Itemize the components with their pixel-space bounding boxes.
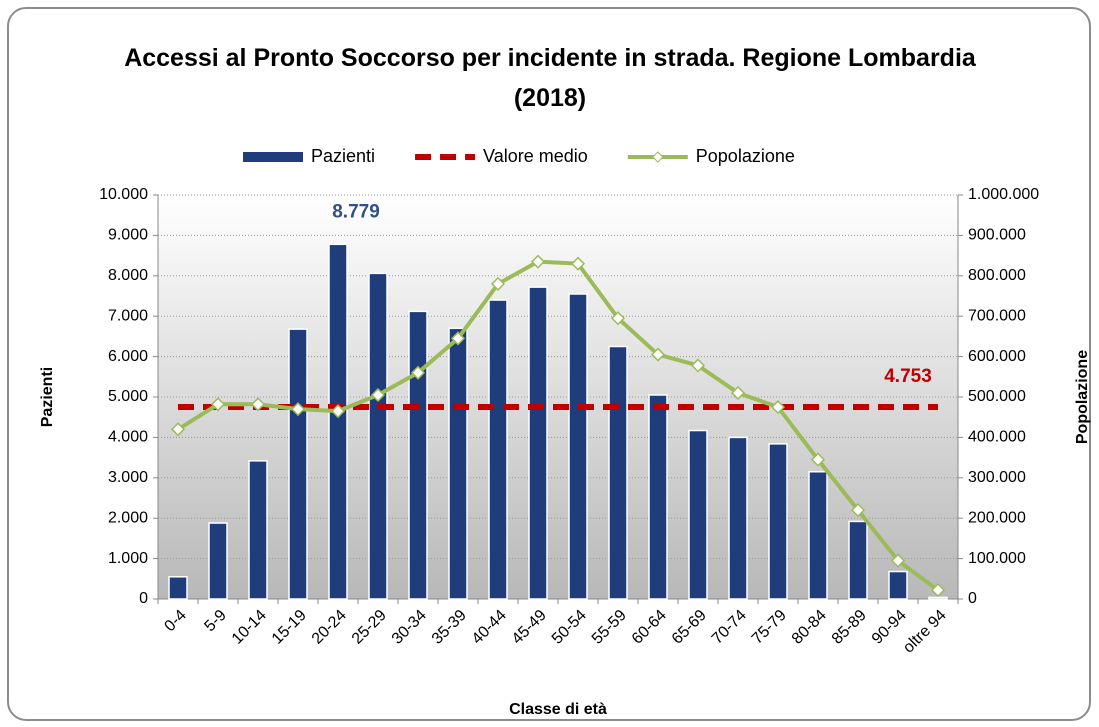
marker	[570, 256, 586, 271]
y2-tick-label: 300.000	[968, 469, 1026, 486]
marker	[330, 404, 346, 419]
y-tick-label: 9.000	[108, 227, 148, 244]
marker	[250, 397, 266, 412]
bar	[928, 596, 948, 600]
marker	[770, 400, 786, 415]
bar	[848, 520, 868, 600]
y-tick-label: 3.000	[108, 469, 148, 486]
bar	[208, 522, 228, 600]
bar	[328, 243, 348, 600]
bar	[248, 460, 268, 600]
y2-tick-label: 0	[968, 590, 977, 607]
marker	[210, 397, 226, 412]
y2-axis-label: Popolazione	[1074, 350, 1091, 444]
y-tick-label: 7.000	[108, 307, 148, 324]
marker	[450, 331, 466, 346]
bar	[728, 436, 748, 600]
bar	[568, 293, 588, 600]
y-tick-label: 1.000	[108, 550, 148, 567]
y2-tick-label: 400.000	[968, 429, 1026, 446]
marker	[930, 583, 946, 598]
legend-label: Popolazione	[696, 146, 795, 166]
data-label: 4.753	[884, 366, 932, 387]
bar	[528, 286, 548, 600]
bar	[688, 429, 708, 600]
y2-tick-label: 600.000	[968, 348, 1026, 365]
legend-swatch	[243, 152, 303, 162]
bar	[488, 299, 508, 600]
y-tick-label: 8.000	[108, 267, 148, 284]
bar	[608, 345, 628, 600]
y-tick-label: 0	[139, 590, 148, 607]
marker	[290, 402, 306, 417]
bar	[288, 328, 308, 600]
y-tick-label: 10.000	[99, 186, 148, 203]
bar	[368, 272, 388, 600]
data-label: 8.779	[332, 201, 380, 222]
marker	[690, 358, 706, 373]
legend-label: Pazienti	[311, 146, 375, 166]
bar	[408, 310, 428, 600]
x-axis-label: Classe di età	[509, 701, 607, 718]
bar	[648, 394, 668, 600]
marker	[850, 503, 866, 518]
bar	[888, 570, 908, 600]
marker	[890, 553, 906, 568]
y2-tick-label: 700.000	[968, 307, 1026, 324]
y2-tick-label: 500.000	[968, 388, 1026, 405]
legend-label: Valore medio	[483, 146, 588, 166]
bar	[808, 470, 828, 600]
marker	[730, 385, 746, 401]
bar	[168, 576, 188, 600]
y-tick-label: 6.000	[108, 348, 148, 365]
y-axis-label: Pazienti	[39, 367, 56, 427]
marker	[650, 347, 666, 362]
marker	[610, 311, 626, 326]
y2-tick-label: 900.000	[968, 227, 1026, 244]
y-tick-label: 4.000	[108, 429, 148, 446]
y2-tick-label: 200.000	[968, 509, 1026, 526]
y-tick-label: 2.000	[108, 509, 148, 526]
marker	[530, 254, 546, 269]
y2-tick-label: 800.000	[968, 267, 1026, 284]
marker	[410, 365, 426, 380]
marker	[490, 276, 506, 291]
y-tick-label: 5.000	[108, 388, 148, 405]
bar	[448, 327, 468, 600]
marker	[810, 452, 826, 467]
marker	[370, 387, 386, 403]
chart-title: Accessi al Pronto Soccorso per incidente…	[124, 44, 976, 112]
bar	[768, 443, 788, 600]
legend-marker	[652, 151, 664, 163]
y2-tick-label: 1.000.000	[968, 186, 1039, 203]
marker	[170, 422, 186, 437]
y2-tick-label: 100.000	[968, 550, 1026, 567]
